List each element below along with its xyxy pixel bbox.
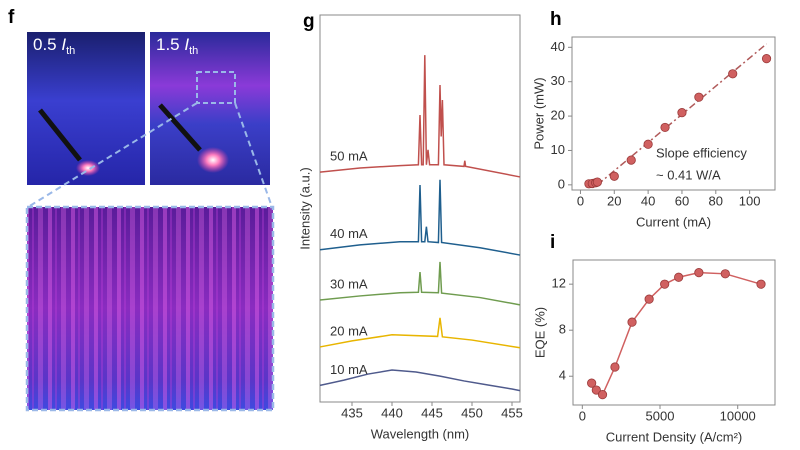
- zoom-box: [196, 71, 236, 104]
- photo-label: 0.5 Ith: [33, 35, 75, 56]
- photo: [27, 32, 145, 185]
- marker: [677, 108, 687, 118]
- annotation: Slope efficiency: [656, 145, 747, 160]
- series-label: 40 mA: [330, 226, 368, 241]
- y-axis-label: Power (mW): [531, 77, 546, 149]
- zoom-line: [234, 102, 273, 208]
- panel-letter: g: [303, 11, 315, 32]
- x-axis-label: Current Density (A/cm²): [606, 429, 743, 444]
- fiber: [38, 108, 82, 162]
- annotation: ~ 0.41 W/A: [656, 167, 721, 182]
- photo-frame: [25, 205, 275, 412]
- y-tick-label: 12: [552, 276, 566, 291]
- y-tick-label: 8: [559, 322, 566, 337]
- panel-letter: h: [550, 9, 562, 30]
- y-axis-label: Intensity (a.u.): [297, 167, 312, 249]
- zoom-line: [27, 102, 198, 208]
- y-tick-label: 4: [559, 368, 566, 383]
- x-axis-label: Wavelength (nm): [371, 426, 470, 441]
- x-tick-label: 0: [579, 408, 586, 423]
- fiber: [158, 103, 202, 152]
- y-tick-label: 40: [551, 39, 565, 54]
- panel-letter: i: [550, 232, 555, 253]
- x-tick-label: 435: [341, 405, 363, 420]
- marker: [597, 390, 608, 400]
- marker: [756, 279, 766, 289]
- marker: [694, 268, 704, 278]
- y-tick-label: 20: [551, 108, 565, 123]
- series-label: 20 mA: [330, 323, 368, 338]
- marker: [643, 139, 653, 149]
- marker: [610, 362, 620, 372]
- spectrum: [319, 369, 521, 392]
- plot-frame: [319, 14, 521, 403]
- label-symbol: I: [184, 35, 189, 54]
- label-number: 1.5: [156, 35, 180, 54]
- spectrum: [319, 261, 521, 306]
- x-tick-label: 440: [381, 405, 403, 420]
- y-tick-label: 0: [558, 176, 565, 191]
- spectrum: [319, 317, 521, 349]
- y-axis-label: EQE (%): [532, 307, 547, 358]
- marker: [591, 385, 601, 395]
- marker: [627, 317, 637, 327]
- y-tick-label: 10: [551, 142, 565, 157]
- photo-label: 1.5 Ith: [156, 35, 198, 56]
- marker: [609, 171, 619, 181]
- spectrum: [319, 179, 521, 256]
- marker: [720, 269, 730, 279]
- marker: [592, 177, 602, 187]
- label-subscript: th: [66, 45, 75, 57]
- series-label: 30 mA: [330, 276, 368, 291]
- x-tick-label: 80: [709, 193, 723, 208]
- x-tick-label: 450: [461, 405, 483, 420]
- x-axis-label: Current (mA): [636, 214, 711, 229]
- photo-stripes: [27, 207, 273, 410]
- plot-frame: [571, 36, 776, 191]
- marker: [644, 294, 654, 304]
- marker: [761, 54, 772, 64]
- x-tick-label: 455: [501, 405, 523, 420]
- y-tick-label: 30: [551, 73, 565, 88]
- marker: [728, 69, 738, 79]
- x-tick-label: 445: [421, 405, 443, 420]
- panel-f: f 0.5 Ith 1.5 Ith: [8, 7, 275, 412]
- x-tick-label: 40: [641, 193, 655, 208]
- marker: [587, 378, 597, 388]
- plot-frame: [572, 259, 776, 406]
- label-number: 0.5: [33, 35, 57, 54]
- marker: [660, 279, 670, 289]
- marker: [626, 155, 636, 165]
- marker: [674, 272, 684, 282]
- data-line: [591, 271, 762, 396]
- spectrum: [319, 55, 521, 178]
- x-tick-label: 0: [577, 193, 584, 208]
- label-subscript: th: [189, 45, 198, 57]
- x-tick-label: 20: [607, 193, 621, 208]
- x-tick-label: 10000: [720, 408, 756, 423]
- marker: [660, 122, 670, 133]
- x-tick-label: 5000: [646, 408, 675, 423]
- series-label: 10 mA: [330, 362, 368, 377]
- marker: [694, 92, 704, 102]
- x-tick-label: 100: [739, 193, 761, 208]
- series-label: 50 mA: [330, 149, 368, 164]
- glow: [197, 147, 229, 173]
- label-symbol: I: [61, 35, 66, 54]
- glow: [76, 160, 100, 176]
- x-tick-label: 60: [675, 193, 689, 208]
- panel-letter: f: [8, 7, 15, 28]
